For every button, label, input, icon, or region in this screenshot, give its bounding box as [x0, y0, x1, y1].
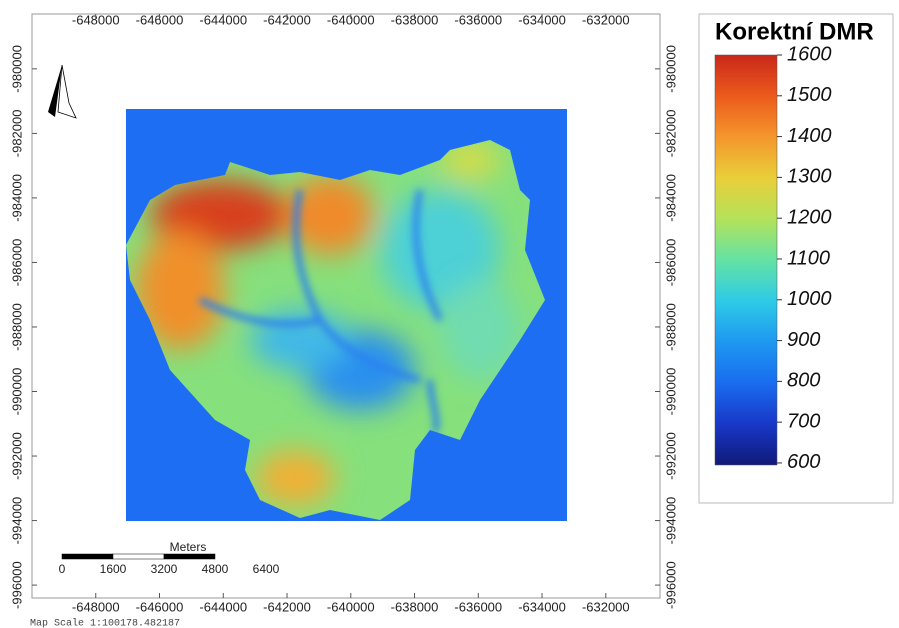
y-tick-label-right: -992000: [663, 432, 678, 480]
y-tick-label-right: -996000: [663, 561, 678, 609]
scale-bar-unit: Meters: [170, 540, 207, 554]
map-scale: Map Scale 1:100178.482187: [30, 618, 180, 628]
x-tick-label-bottom: -632000: [582, 599, 630, 614]
y-tick-label-left: -996000: [9, 561, 24, 609]
x-tick-label-bottom: -636000: [454, 599, 502, 614]
y-tick-label-right: -986000: [663, 239, 678, 287]
y-tick-label-left: -988000: [9, 303, 24, 351]
y-tick-label-left: -992000: [9, 432, 24, 480]
x-tick-label-bottom: -648000: [72, 599, 120, 614]
legend-label: 800: [787, 370, 820, 392]
y-tick-label-right: -994000: [663, 497, 678, 545]
legend-label: 600: [787, 451, 820, 473]
scale-bar-label: 6400: [253, 562, 280, 576]
y-tick-label-left: -982000: [9, 110, 24, 158]
y-tick-label-right: -990000: [663, 368, 678, 416]
y-tick-label-left: -990000: [9, 368, 24, 416]
y-tick-label-left: -994000: [9, 497, 24, 545]
legend-title: Korektní DMR: [715, 18, 874, 45]
legend-label: 1600: [787, 43, 832, 65]
x-tick-label-bottom: -634000: [518, 599, 566, 614]
color-bar: [715, 55, 777, 465]
y-tick-label-right: -984000: [663, 174, 678, 222]
scale-bar-label: 3200: [151, 562, 178, 576]
scale-bar-label: 1600: [100, 562, 127, 576]
x-tick-label-bottom: -644000: [199, 599, 247, 614]
scale-bar-label: 4800: [202, 562, 229, 576]
map-layout: Korektní DMR Meters Map Scale 1:100178.4…: [0, 0, 899, 628]
legend-label: 1300: [787, 166, 832, 188]
y-tick-label-left: -980000: [9, 45, 24, 93]
page: Korektní DMR Meters Map Scale 1:100178.4…: [0, 0, 899, 628]
y-tick-label-right: -982000: [663, 110, 678, 158]
scale-bar-label: 0: [59, 562, 66, 576]
legend-label: 1100: [787, 247, 830, 269]
legend-label: 1500: [787, 84, 832, 106]
x-tick-label-bottom: -638000: [391, 599, 439, 614]
y-tick-label-right: -980000: [663, 45, 678, 93]
scale-bar-segment: [164, 554, 215, 559]
x-tick-label-bottom: -646000: [136, 599, 184, 614]
y-tick-label-left: -984000: [9, 174, 24, 222]
legend-label: 1200: [787, 206, 832, 228]
x-tick-label-bottom: -640000: [327, 599, 375, 614]
legend-label: 900: [787, 329, 820, 351]
legend-label: 1400: [787, 125, 832, 147]
scale-bar-segment: [62, 554, 113, 559]
y-tick-label-left: -986000: [9, 239, 24, 287]
scale-bar-segment: [113, 554, 164, 559]
legend-label: 1000: [787, 288, 832, 310]
x-tick-label-bottom: -642000: [263, 599, 311, 614]
legend-label: 700: [787, 410, 820, 432]
y-tick-label-right: -988000: [663, 303, 678, 351]
